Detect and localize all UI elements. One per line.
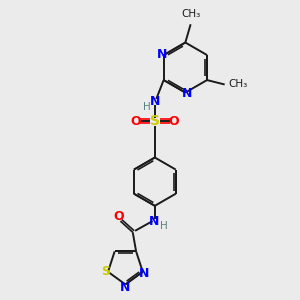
Text: CH₃: CH₃ <box>228 80 248 89</box>
Text: N: N <box>157 48 167 61</box>
Text: CH₃: CH₃ <box>181 9 200 19</box>
Text: O: O <box>114 210 124 223</box>
Text: N: N <box>150 95 160 108</box>
Text: N: N <box>120 281 130 294</box>
Text: O: O <box>131 115 141 128</box>
Text: H: H <box>160 221 168 231</box>
Text: S: S <box>150 114 160 128</box>
Text: O: O <box>168 115 179 128</box>
Text: S: S <box>101 265 110 278</box>
Text: N: N <box>182 87 192 100</box>
Text: H: H <box>143 102 151 112</box>
Text: N: N <box>149 214 159 228</box>
Text: N: N <box>139 267 149 280</box>
